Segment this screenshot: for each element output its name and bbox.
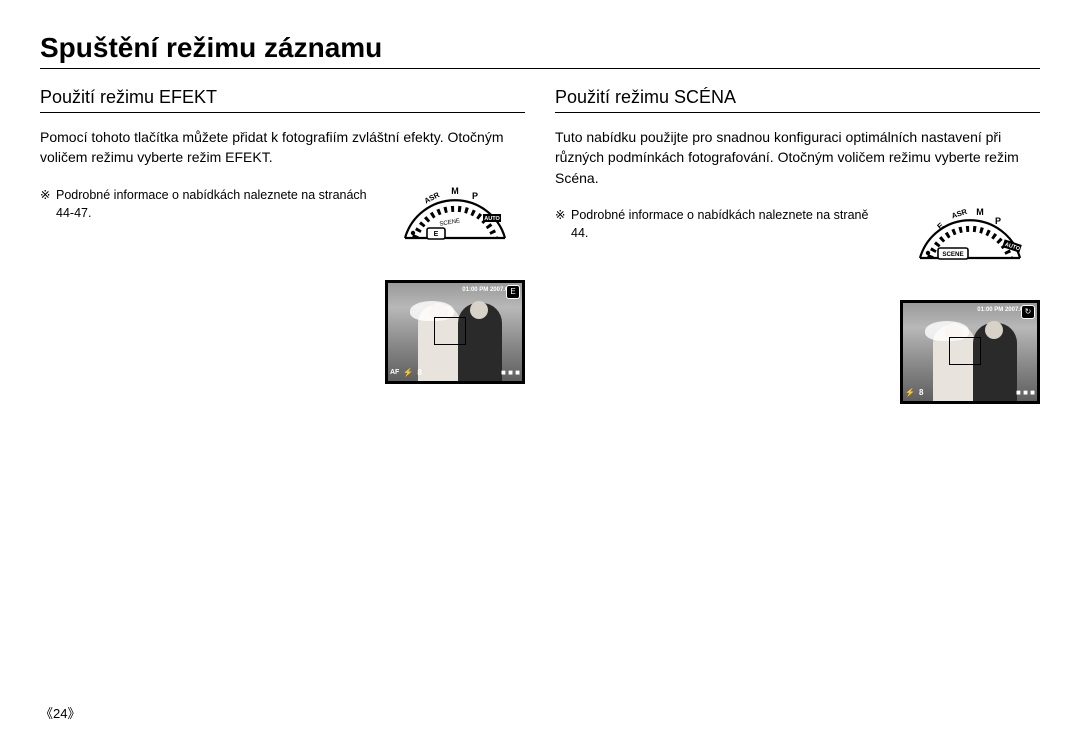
lcd-af: AF <box>390 369 399 376</box>
lcd-flash-icon: ⚡ <box>403 368 413 377</box>
lcd-flash-icon: ⚡ <box>905 388 915 397</box>
note-marker-icon: ※ <box>40 186 56 204</box>
right-note: ※Podrobné informace o nabídkách naleznet… <box>555 206 886 242</box>
left-note-text: Podrobné informace o nabídkách naleznete… <box>56 188 367 220</box>
svg-text:AUTO: AUTO <box>484 216 500 222</box>
lcd-bottom-icons: ■ ■ ■ <box>1016 388 1035 397</box>
lcd-bottom-icons: ■ ■ ■ <box>501 368 520 377</box>
svg-text:P: P <box>995 216 1001 226</box>
right-heading: Použití režimu SCÉNA <box>555 87 1040 113</box>
lcd-mode-icon: ↻ <box>1021 305 1035 319</box>
lcd-mode-icon: E <box>506 285 520 299</box>
svg-text:E: E <box>434 231 439 238</box>
lcd-count: 8 <box>417 368 421 377</box>
left-note: ※Podrobné informace o nabídkách naleznet… <box>40 186 371 222</box>
page-number: 《24》 <box>40 703 80 722</box>
left-column: Použití režimu EFEKT Pomocí tohoto tlačí… <box>40 87 525 404</box>
right-graphics: SCENE M P ASR AUTO E 01:00 PM 2007.07.01… <box>900 200 1040 404</box>
left-graphics: E M P ASR AUTO SCENE 01:00 PM 2007.07.01… <box>385 180 525 384</box>
svg-text:M: M <box>976 207 984 217</box>
svg-text:ASR: ASR <box>950 207 968 221</box>
left-content-row: ※Podrobné informace o nabídkách naleznet… <box>40 180 525 384</box>
svg-text:M: M <box>451 186 459 196</box>
right-content-row: ※Podrobné informace o nabídkách naleznet… <box>555 200 1040 404</box>
content-columns: Použití režimu EFEKT Pomocí tohoto tlačí… <box>40 87 1040 404</box>
right-note-text: Podrobné informace o nabídkách naleznete… <box>571 208 868 240</box>
right-body: Tuto nabídku použijte pro snadnou konfig… <box>555 127 1040 188</box>
lcd-count: 8 <box>919 388 923 397</box>
svg-text:SCENE: SCENE <box>942 251 963 258</box>
mode-dial-efekt: E M P ASR AUTO SCENE <box>395 180 515 270</box>
right-column: Použití režimu SCÉNA Tuto nabídku použij… <box>555 87 1040 404</box>
left-heading: Použití režimu EFEKT <box>40 87 525 113</box>
lcd-preview-scene: 01:00 PM 2007.07.01 ↻ ⚡ 8 ■ ■ ■ <box>900 300 1040 404</box>
mode-dial-scene: SCENE M P ASR AUTO E <box>910 200 1030 290</box>
svg-text:P: P <box>472 191 478 201</box>
left-body: Pomocí tohoto tlačítka můžete přidat k f… <box>40 127 525 168</box>
page-title: Spuštění režimu záznamu <box>40 32 1040 69</box>
note-marker-icon: ※ <box>555 206 571 224</box>
lcd-preview-efekt: 01:00 PM 2007.07.01 E AF ⚡ 8 ■ ■ ■ <box>385 280 525 384</box>
